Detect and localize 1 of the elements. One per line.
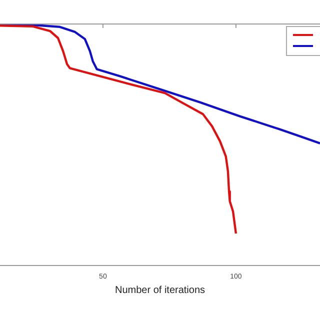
x-axis-title: Number of iterations xyxy=(114,284,206,296)
